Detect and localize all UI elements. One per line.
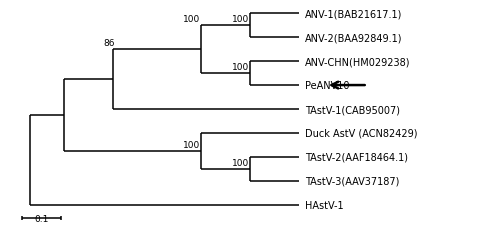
Text: 0.1: 0.1	[34, 214, 49, 223]
Text: 100: 100	[232, 63, 249, 72]
Text: PeANV10: PeANV10	[305, 81, 350, 91]
Text: 100: 100	[232, 15, 249, 24]
Text: ANV-CHN(HM029238): ANV-CHN(HM029238)	[305, 57, 410, 67]
Text: Duck AstV (ACN82429): Duck AstV (ACN82429)	[305, 128, 418, 138]
Text: 100: 100	[183, 15, 200, 24]
Text: 100: 100	[183, 140, 200, 149]
Text: ANV-2(BAA92849.1): ANV-2(BAA92849.1)	[305, 33, 402, 43]
Text: HAstV-1: HAstV-1	[305, 200, 344, 210]
Text: ANV-1(BAB21617.1): ANV-1(BAB21617.1)	[305, 9, 402, 19]
Text: TAstV-1(CAB95007): TAstV-1(CAB95007)	[305, 105, 400, 115]
Text: TAstV-2(AAF18464.1): TAstV-2(AAF18464.1)	[305, 152, 408, 162]
Text: 100: 100	[232, 158, 249, 167]
Text: TAstV-3(AAV37187): TAstV-3(AAV37187)	[305, 176, 400, 186]
Text: 86: 86	[104, 38, 115, 47]
